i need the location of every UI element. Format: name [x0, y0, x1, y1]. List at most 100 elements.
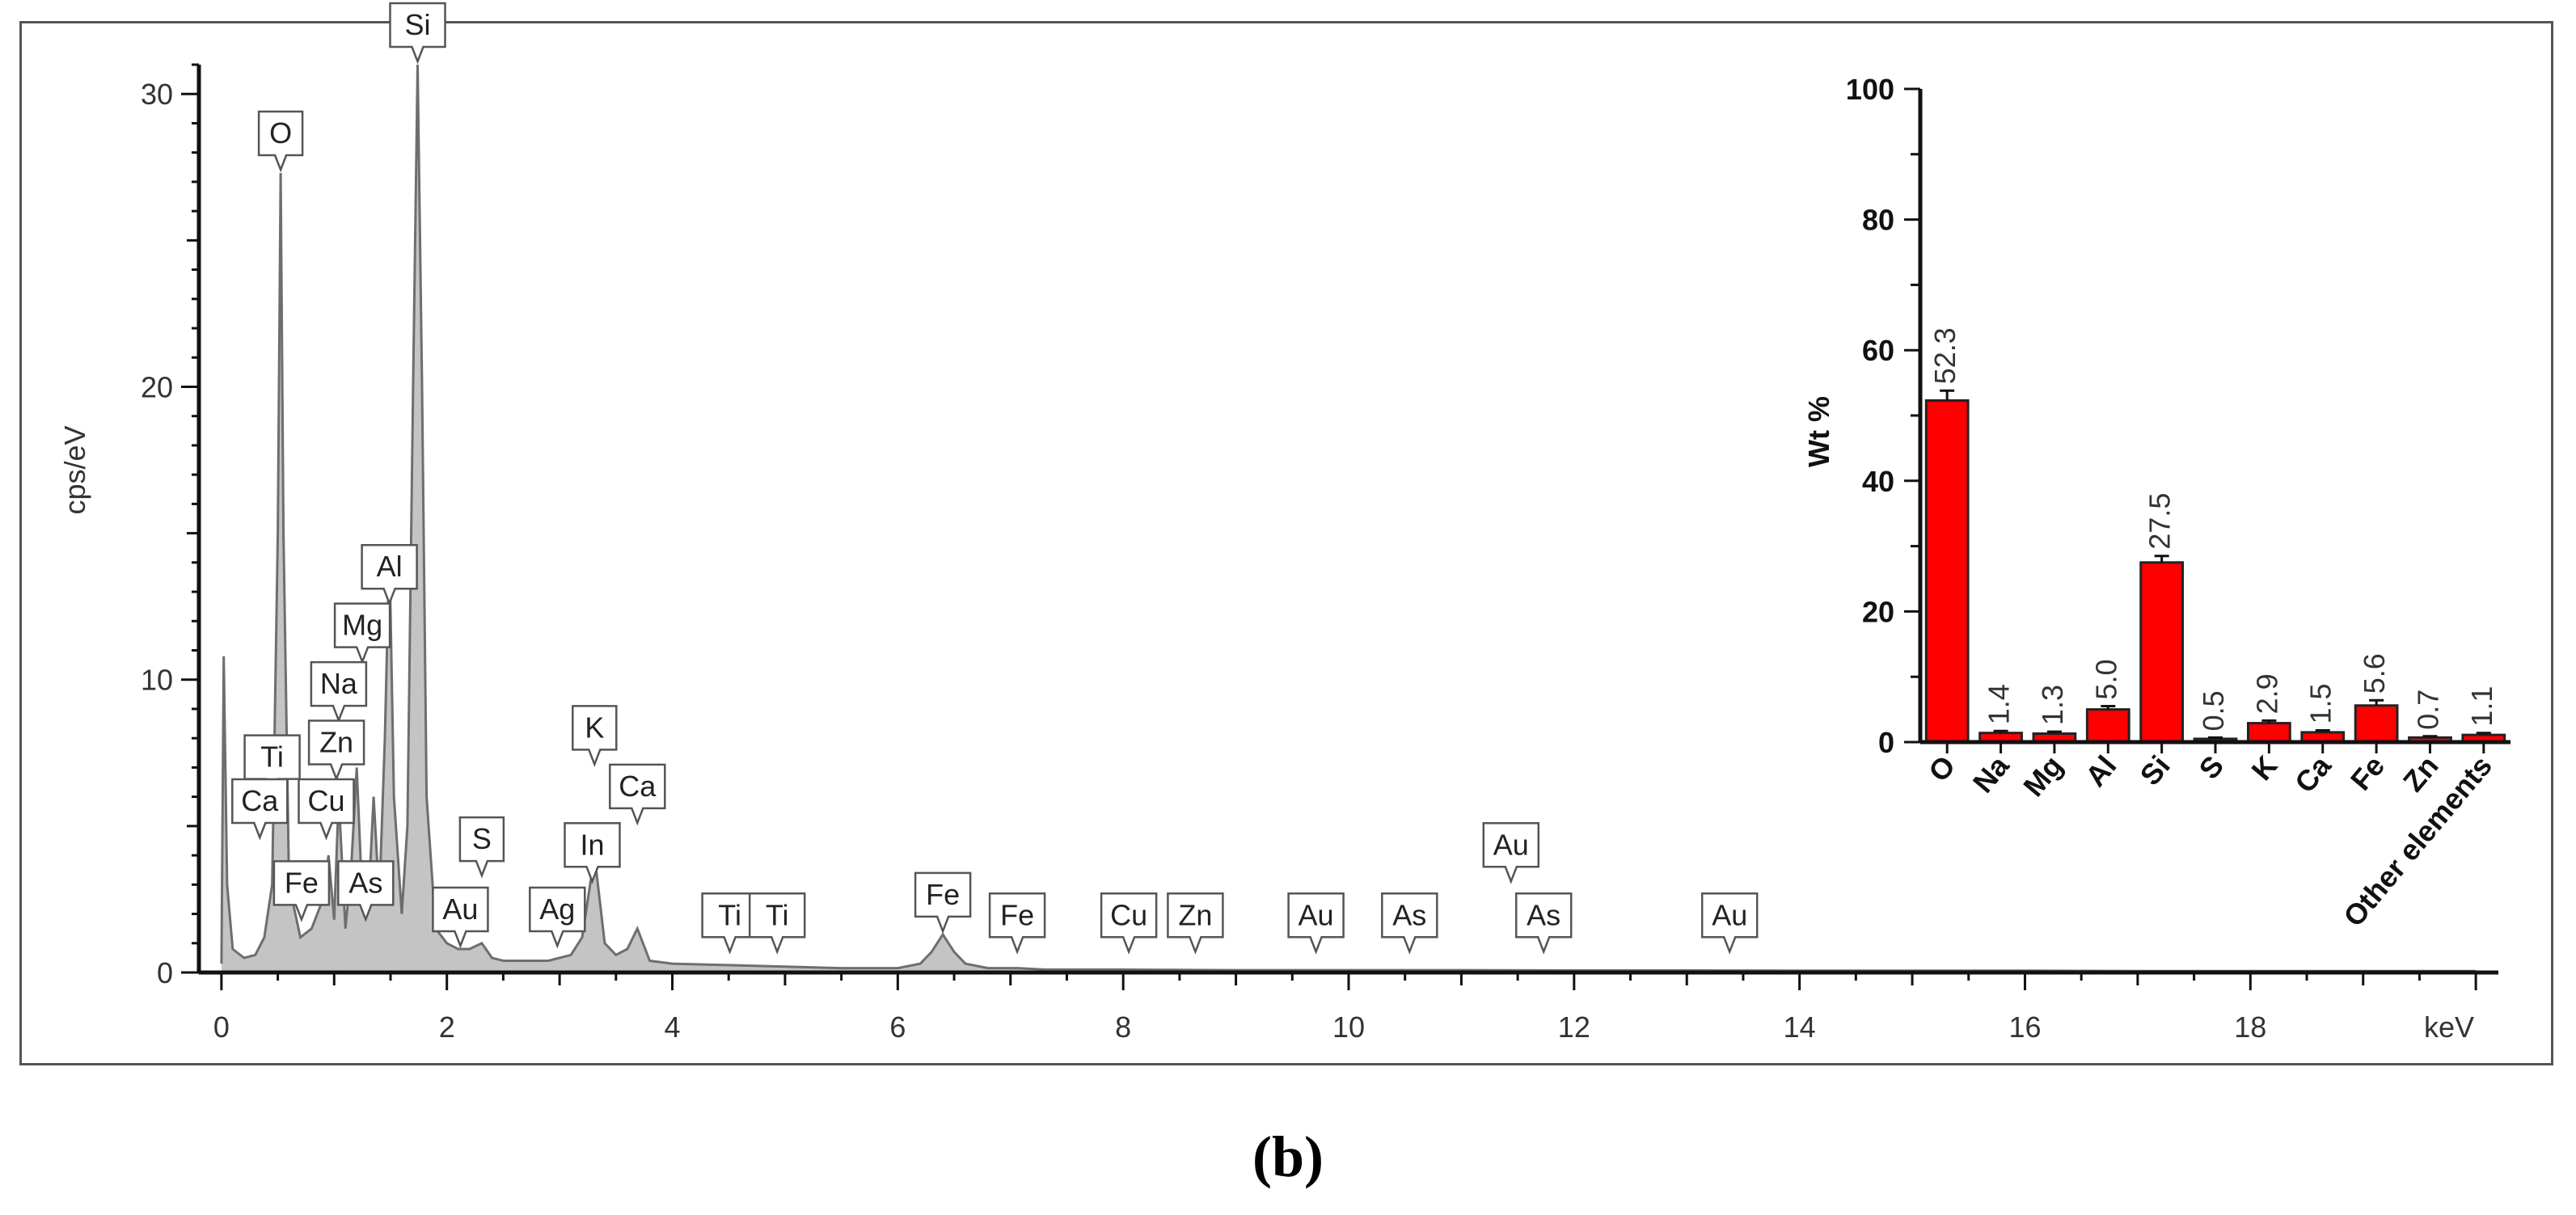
peak-label-text: Fe — [926, 878, 960, 911]
x-tick-label: 2 — [439, 1010, 455, 1044]
bar-other-elements: 1.1 — [2461, 686, 2506, 744]
x-tick-label: 0 — [213, 1010, 230, 1044]
bar-al: 5.0 — [2085, 660, 2130, 744]
peak-label-box — [298, 778, 355, 841]
bar-rect — [1924, 399, 1970, 744]
peak-label-box — [748, 892, 806, 955]
peak-label-text: Ti — [718, 898, 741, 931]
bar-na: 1.4 — [1978, 684, 2023, 744]
spectrum-area — [221, 65, 2477, 972]
y-tick-label: 30 — [141, 78, 173, 111]
peak-label-Mg: Mg — [333, 602, 391, 665]
inset-y-tick-label: 40 — [1862, 465, 1894, 498]
peak-label-box — [1514, 892, 1573, 955]
y-tick-label: 0 — [157, 956, 173, 989]
bar-data-label: 0.5 — [2197, 690, 2230, 731]
peak-label-text: Au — [1712, 898, 1747, 931]
peak-label-box — [1167, 892, 1224, 955]
bar-data-label: 1.3 — [2036, 685, 2069, 725]
peak-label-text: Cu — [1110, 898, 1147, 931]
category-label: Ca — [2288, 749, 2338, 799]
bar-data-label: 1.4 — [1983, 684, 2016, 724]
peak-label-text: Fe — [1000, 898, 1034, 931]
peak-label-Ca: Ca — [231, 778, 289, 841]
peak-label-text: Zn — [319, 726, 353, 759]
peak-label-text: Ti — [766, 898, 789, 931]
bars: 52.3 1.4 1.3 5.0 27.5 0.5 2.9 1.5 5.6 0.7 1.1 — [1924, 327, 2506, 744]
peak-label-box — [609, 763, 666, 826]
bar-rect — [2139, 561, 2185, 744]
y-tick-label: 10 — [141, 664, 173, 697]
y-axis-label: cps/eV — [58, 425, 91, 514]
peak-label-text: As — [1527, 898, 1560, 931]
inset-y-tick-label: 0 — [1878, 726, 1894, 759]
peak-label-text: Si — [404, 8, 430, 41]
inset-y-tick-label: 80 — [1862, 204, 1894, 237]
peak-label-text: Cu — [308, 784, 345, 817]
peak-label-box — [1287, 892, 1345, 955]
x-tick-label: 16 — [2008, 1010, 2041, 1044]
peak-label-box — [272, 860, 331, 922]
category-label: Mg — [2016, 749, 2069, 803]
peak-label-S: S — [458, 816, 505, 879]
bar-data-label: 5.0 — [2089, 660, 2122, 700]
peak-label-box — [1700, 892, 1759, 955]
bar-data-label: 27.5 — [2143, 493, 2177, 550]
peak-label-text: As — [348, 866, 382, 899]
category-label: K — [2244, 749, 2283, 787]
wt-percent-bar-chart: 52.3 1.4 1.3 5.0 27.5 0.5 2.9 1.5 5.6 0.7 1.1 0 20 4… — [1802, 73, 2511, 933]
bar-s: 0.5 — [2193, 690, 2238, 744]
x-axis-label: keV — [2424, 1010, 2474, 1044]
peak-label-text: Ca — [241, 784, 279, 817]
peak-label-box — [914, 871, 972, 934]
peak-label-Zn: Zn — [307, 719, 365, 782]
peak-label-Cu: Cu — [1100, 892, 1158, 955]
bar-zn: 0.7 — [2408, 690, 2452, 744]
bar-fe: 5.6 — [2354, 653, 2399, 744]
peak-label-text: K — [585, 711, 604, 744]
peak-label-box — [432, 886, 489, 949]
peak-label-text: Au — [1299, 898, 1334, 931]
spectrum-line — [220, 64, 2477, 972]
category-label: O — [1922, 749, 1962, 788]
peak-label-Zn: Zn — [1167, 892, 1224, 955]
peak-label-box — [572, 705, 618, 767]
bar-data-label: 52.3 — [1928, 327, 1962, 384]
peak-label-text: Al — [377, 550, 403, 583]
y-tick-label: 20 — [141, 370, 173, 403]
peak-label-box — [231, 778, 289, 841]
peak-label-As: As — [1514, 892, 1573, 955]
peak-label-text: As — [1392, 898, 1426, 931]
peak-label-Fe: Fe — [988, 892, 1046, 955]
peak-label-box — [257, 110, 304, 173]
peak-label-box — [1100, 892, 1158, 955]
peak-label-As: As — [1381, 892, 1438, 955]
peak-label-Fe: Fe — [272, 860, 331, 922]
panel-caption: (b) — [1252, 1124, 1324, 1189]
peak-label-Au: Au — [432, 886, 489, 949]
peak-label-box — [1381, 892, 1438, 955]
inset-y-tick-label: 60 — [1862, 334, 1894, 367]
peak-label-Au: Au — [1482, 822, 1540, 884]
bar-data-label: 5.6 — [2358, 653, 2391, 694]
bar-rect — [2354, 704, 2399, 744]
peak-label-box — [458, 816, 505, 879]
bar-data-label: 1.5 — [2304, 683, 2337, 724]
peak-label-Au: Au — [1287, 892, 1345, 955]
peak-label-Al: Al — [361, 543, 418, 606]
peak-label-text: Ti — [260, 740, 284, 774]
peak-label-Fe: Fe — [914, 871, 972, 934]
peak-label-box — [988, 892, 1046, 955]
peak-label-O: O — [257, 110, 304, 173]
category-label: Fe — [2344, 749, 2391, 797]
bar-data-label: 2.9 — [2250, 673, 2283, 714]
x-tick-label: 12 — [1558, 1010, 1590, 1044]
peak-label-box — [361, 543, 418, 606]
peak-label-box — [564, 822, 621, 884]
x-tick-label: 10 — [1332, 1010, 1365, 1044]
bar-rect — [2246, 722, 2291, 744]
peak-label-Ti: Ti — [701, 892, 758, 955]
bar-mg: 1.3 — [2032, 685, 2077, 744]
peak-label-text: Ca — [619, 770, 657, 803]
